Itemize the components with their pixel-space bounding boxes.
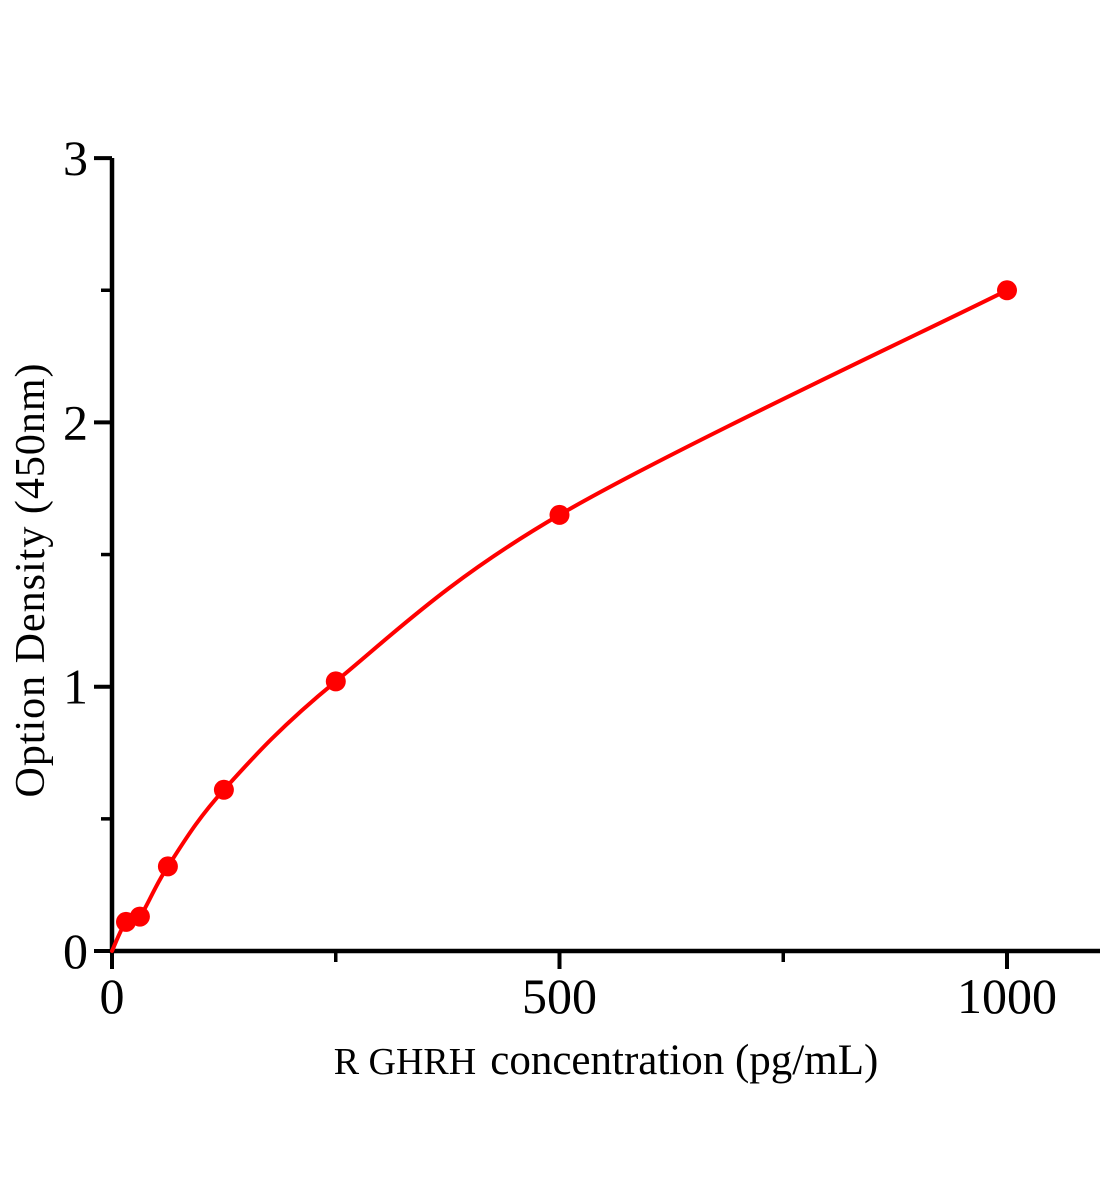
data-point-marker xyxy=(213,779,234,800)
y-tick-label: 1 xyxy=(63,659,88,715)
y-tick-label: 0 xyxy=(63,923,88,979)
x-tick-label: 0 xyxy=(100,968,125,1024)
data-point-marker xyxy=(157,856,178,877)
data-point-marker xyxy=(997,280,1017,301)
x-axis-title: R GHRH concentration (pg/mL) xyxy=(112,1036,1100,1085)
x-tick-label: 500 xyxy=(522,968,597,1024)
y-tick-label: 2 xyxy=(63,394,88,450)
x-axis-title-main: concentration (pg/mL) xyxy=(490,1037,879,1084)
y-tick-label: 3 xyxy=(63,130,88,186)
y-axis-title: Option Density (450nm) xyxy=(8,362,54,798)
data-point-marker xyxy=(549,504,570,525)
data-point-marker xyxy=(129,906,150,927)
x-tick-label: 1000 xyxy=(957,968,1057,1024)
x-axis-title-prefix: R GHRH xyxy=(333,1041,477,1083)
standard-curve-line xyxy=(110,288,1009,953)
data-point-marker xyxy=(325,671,346,692)
